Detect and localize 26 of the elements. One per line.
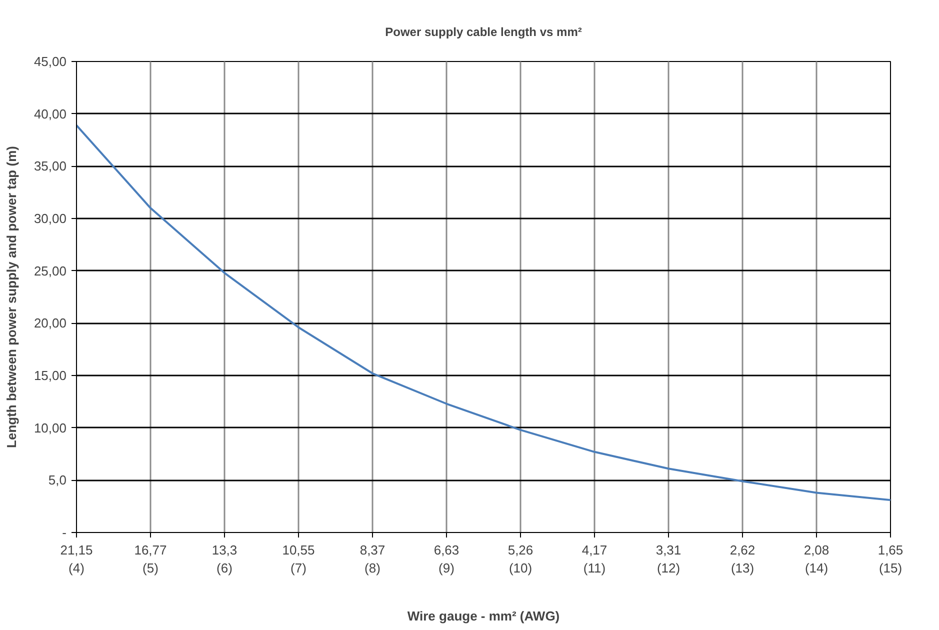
x-tick-label: 4,17 (11) xyxy=(582,542,608,576)
y-tick-label: 20,00 xyxy=(34,316,67,331)
x-tick-label: 5,26 (10) xyxy=(508,542,534,576)
x-tick-label: 2,08 (14) xyxy=(804,542,830,576)
y-tick-label: 45,00 xyxy=(34,54,67,69)
x-tick-label: 8,37 (8) xyxy=(360,542,386,576)
y-tick-label: 5,0 xyxy=(48,472,67,488)
x-tick-label: 13,3 (6) xyxy=(212,542,238,576)
y-tick-label: 10,00 xyxy=(34,420,67,436)
x-tick-label: 1,65 (15) xyxy=(878,542,904,576)
x-axis-title: Wire gauge - mm² (AWG) xyxy=(407,608,560,624)
x-tick-label: 2,62 (13) xyxy=(730,542,756,576)
y-tick-label: 15,00 xyxy=(34,368,67,383)
x-tick-label: 3,31 (12) xyxy=(656,542,682,576)
x-tick-label: 6,63 (9) xyxy=(434,542,460,576)
y-tick-label: 25,00 xyxy=(34,263,67,278)
y-tick-label: 30,00 xyxy=(34,211,67,226)
line-series xyxy=(76,124,890,502)
y-tick-label: - xyxy=(62,525,67,540)
chart-title: Power supply cable length vs mm² xyxy=(385,25,582,39)
y-tick-label: 40,00 xyxy=(34,106,67,122)
x-tick-label: 16,77 (5) xyxy=(134,542,167,576)
y-tick-label: 35,00 xyxy=(34,158,67,174)
y-axis-title: Length between power supply and power tap (m) xyxy=(4,146,19,448)
x-tick-label: 21,15 (4) xyxy=(60,542,93,576)
x-tick-label: 10,55 (7) xyxy=(282,542,315,576)
